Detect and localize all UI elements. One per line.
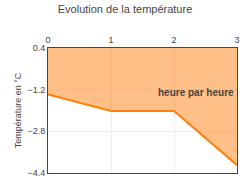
svg-text:0.4: 0.4 [33, 43, 46, 53]
svg-text:Température en °C: Température en °C [13, 72, 23, 148]
svg-text:−1.2: −1.2 [27, 85, 45, 95]
svg-text:−2.8: −2.8 [27, 126, 45, 136]
svg-text:2: 2 [171, 35, 176, 45]
svg-text:0: 0 [45, 35, 50, 45]
svg-text:1: 1 [108, 35, 113, 45]
svg-text:heure par heure: heure par heure [158, 87, 234, 98]
svg-text:Evolution de la température: Evolution de la température [58, 3, 193, 15]
svg-text:3: 3 [234, 35, 239, 45]
svg-text:−4.4: −4.4 [27, 168, 45, 178]
